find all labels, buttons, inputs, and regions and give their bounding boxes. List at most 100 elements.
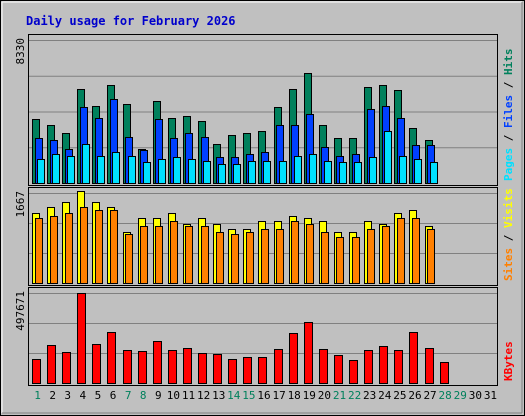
series-sites (35, 207, 435, 284)
bar-sites-day-17 (276, 229, 284, 284)
bar-kbytes-day-17 (274, 349, 283, 384)
panel-max-label: 497671 (14, 291, 27, 331)
x-tick-label-day-3: 3 (64, 389, 71, 402)
bar-pages-day-6 (112, 152, 120, 184)
x-tick-label-day-16: 16 (257, 389, 270, 402)
legend-part: KBytes (502, 341, 515, 381)
bar-sites-day-27 (427, 229, 435, 284)
x-axis-labels: 1 2 3 4 5 6 7 8 9 10 11 12 13 14 15 16 17 18 19 20 21 22 23 24 2… (34, 389, 497, 402)
panel-legend-label: KBytes (502, 341, 515, 381)
bar-pages-day-5 (97, 156, 105, 184)
bar-sites-day-15 (246, 232, 254, 284)
legend-part: / (502, 128, 515, 148)
bar-kbytes-day-21 (334, 355, 343, 384)
x-tick-label-day-6: 6 (110, 389, 117, 402)
bar-sites-day-10 (170, 221, 178, 284)
bar-kbytes-day-8 (138, 351, 147, 384)
chart-panels: 8330 Pages / Files / Hits 1667 Sites / Visi… (14, 34, 515, 386)
bar-sites-day-7 (125, 234, 133, 284)
bar-pages-day-14 (233, 164, 241, 184)
bar-kbytes-day-1 (32, 359, 41, 384)
bar-sites-day-5 (95, 210, 103, 284)
x-tick-label-day-26: 26 (408, 389, 421, 402)
bar-sites-day-24 (382, 226, 390, 284)
x-tick-label-day-20: 20 (318, 389, 331, 402)
bar-kbytes-day-23 (364, 350, 373, 384)
bar-sites-day-26 (412, 218, 420, 284)
x-tick-label-day-10: 10 (167, 389, 180, 402)
panel-legend-label: Pages / Files / Hits (502, 49, 515, 182)
bar-pages-day-25 (399, 156, 407, 184)
bar-pages-day-18 (294, 156, 302, 184)
bar-pages-day-10 (173, 157, 181, 184)
x-tick-label-day-30: 30 (469, 389, 482, 402)
bar-kbytes-day-28 (440, 362, 449, 384)
bar-kbytes-day-6 (107, 332, 116, 384)
x-tick-label-day-18: 18 (288, 389, 301, 402)
panel-legend-label: Sites / Visits (502, 188, 515, 281)
bar-sites-day-25 (397, 218, 405, 284)
x-tick-label-day-25: 25 (393, 389, 406, 402)
bar-sites-day-6 (110, 210, 118, 284)
bar-kbytes-day-19 (304, 322, 313, 384)
legend-part: Pages (502, 148, 515, 181)
x-tick-label-day-2: 2 (49, 389, 56, 402)
x-tick-label-day-28: 28 (439, 389, 452, 402)
bar-sites-day-12 (201, 226, 209, 284)
bar-kbytes-day-5 (92, 344, 101, 384)
bar-pages-day-23 (369, 157, 377, 184)
bar-sites-day-20 (321, 232, 329, 284)
x-tick-label-day-19: 19 (303, 389, 316, 402)
bar-pages-day-13 (218, 164, 226, 184)
x-tick-label-day-24: 24 (378, 389, 392, 402)
panel-visits-sites: 1667 Sites / Visits (14, 187, 515, 286)
x-tick-label-day-8: 8 (140, 389, 147, 402)
bar-kbytes-day-26 (409, 332, 418, 384)
bar-sites-day-9 (155, 226, 163, 284)
series-kbytes (32, 293, 449, 384)
x-tick-label-day-27: 27 (423, 389, 436, 402)
x-tick-label-day-13: 13 (212, 389, 225, 402)
x-tick-label-day-5: 5 (95, 389, 102, 402)
bar-kbytes-day-22 (349, 360, 358, 384)
x-tick-label-day-7: 7 (125, 389, 132, 402)
x-tick-label-day-21: 21 (333, 389, 346, 402)
bar-pages-day-27 (430, 162, 438, 184)
bar-sites-day-16 (261, 229, 269, 284)
bar-sites-day-14 (231, 234, 239, 284)
x-tick-label-day-22: 22 (348, 389, 361, 402)
bar-pages-day-2 (52, 154, 60, 184)
bar-kbytes-day-9 (153, 341, 162, 384)
bar-kbytes-day-20 (319, 349, 328, 384)
bar-pages-day-11 (188, 159, 196, 184)
x-tick-label-day-17: 17 (272, 389, 285, 402)
bar-kbytes-day-3 (62, 352, 71, 384)
bar-kbytes-day-16 (258, 357, 267, 384)
x-tick-label-day-9: 9 (155, 389, 162, 402)
panel-hits-files-pages: 8330 Pages / Files / Hits (14, 34, 515, 186)
legend-part: Visits (502, 188, 515, 228)
bar-pages-day-17 (279, 161, 287, 184)
bar-sites-day-13 (216, 232, 224, 284)
panel-kbytes: 497671 KBytes (14, 287, 515, 386)
bar-pages-day-21 (339, 162, 347, 184)
bar-kbytes-day-13 (213, 354, 222, 384)
legend-part: Sites (502, 248, 515, 281)
bar-pages-day-12 (203, 161, 211, 184)
x-tick-label-day-11: 11 (182, 389, 195, 402)
bar-sites-day-11 (185, 226, 193, 284)
legend-part: / (502, 75, 515, 95)
bar-sites-day-21 (336, 237, 344, 284)
x-tick-label-day-29: 29 (454, 389, 467, 402)
x-tick-label-day-1: 1 (34, 389, 41, 402)
bar-sites-day-23 (367, 229, 375, 284)
bar-kbytes-day-25 (394, 350, 403, 384)
bar-pages-day-26 (414, 159, 422, 184)
bar-sites-day-4 (80, 207, 88, 284)
bar-kbytes-day-18 (289, 333, 298, 384)
panel-max-label: 1667 (14, 191, 27, 218)
x-tick-label-day-4: 4 (80, 389, 87, 402)
legend-part: Hits (502, 49, 515, 76)
bar-kbytes-day-2 (47, 345, 56, 384)
chart-title: Daily usage for February 2026 (26, 14, 236, 28)
